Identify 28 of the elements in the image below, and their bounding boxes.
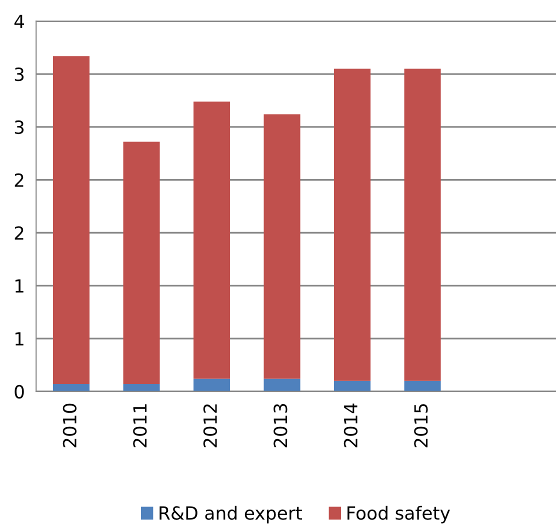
bar	[264, 378, 300, 392]
y-tick-label: 2	[14, 173, 24, 187]
bar	[53, 56, 90, 384]
y-tick-label: 2	[14, 226, 24, 240]
y-tick-label: 1	[16, 279, 24, 293]
x-tick-label: 2011	[133, 404, 147, 448]
bar	[53, 384, 90, 392]
x-tick-label: 2012	[203, 404, 218, 448]
bar	[123, 142, 160, 384]
bar	[334, 68, 371, 381]
bar	[334, 380, 371, 392]
y-tick-label: 1	[16, 332, 24, 346]
legend-label: Food safety	[348, 506, 450, 524]
bar	[264, 114, 300, 379]
y-tick-label: 3	[14, 120, 24, 134]
x-tick-label: 2013	[274, 404, 288, 448]
bar	[123, 384, 160, 392]
bar	[194, 102, 230, 379]
x-tick-label: 2014	[344, 404, 358, 448]
bar	[194, 378, 230, 392]
y-tick-label: 4	[14, 14, 24, 28]
legend-label: R&D and expert	[160, 506, 302, 524]
bar	[404, 380, 441, 392]
bar	[404, 68, 441, 381]
x-tick-label: 2015	[414, 404, 428, 448]
x-tick-label: 2010	[62, 404, 77, 448]
y-tick-label: 0	[14, 384, 24, 399]
y-tick-label: 3	[14, 68, 24, 82]
